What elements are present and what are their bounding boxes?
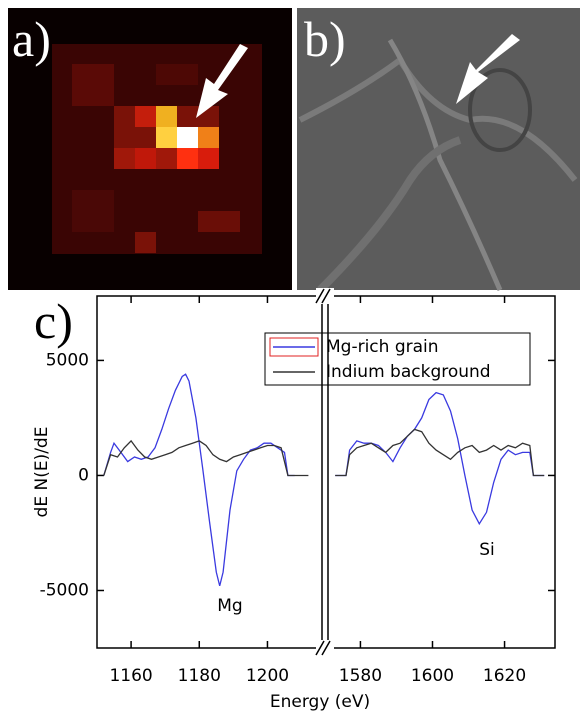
y-tick-label: 5000 xyxy=(46,350,89,370)
panel-label: b) xyxy=(304,11,346,67)
data-line xyxy=(103,373,295,587)
y-tick-label: -5000 xyxy=(40,580,89,600)
x-tick-label: 1200 xyxy=(246,666,289,686)
axes-frame xyxy=(327,295,556,649)
axis-break xyxy=(315,640,325,656)
y-axis-label: dE N(E)/dE xyxy=(32,427,52,518)
x-axis-label: Energy (eV) xyxy=(270,692,370,712)
axis-break-gap xyxy=(316,640,334,656)
data-line xyxy=(335,391,545,526)
sem-texture xyxy=(298,34,578,293)
heatmap xyxy=(52,44,262,254)
legend-swatch-frame xyxy=(269,337,319,357)
axes-frame xyxy=(96,295,323,649)
panel-label: c) xyxy=(34,293,73,349)
x-tick-label: 1580 xyxy=(339,666,382,686)
x-tick-label: 1620 xyxy=(483,666,526,686)
plot: 1160 1180 1200 5000 0 -5000 Mg dE N(E)/dE Energy… xyxy=(32,288,556,712)
legend-label: Indium background xyxy=(326,362,491,382)
legend-label: Mg-rich grain xyxy=(326,337,439,357)
axis-break xyxy=(321,288,331,304)
axis-break xyxy=(315,288,325,304)
axis-break xyxy=(321,640,331,656)
x-tick-label: 1180 xyxy=(178,666,221,686)
annotation: Mg xyxy=(217,596,242,616)
axis-break-gap xyxy=(316,288,334,304)
data-line xyxy=(103,439,309,477)
annotation: Si xyxy=(479,540,495,560)
x-tick-label: 1600 xyxy=(411,666,454,686)
panel-label: a) xyxy=(12,11,51,67)
legend-box xyxy=(264,332,531,386)
y-tick-label: 0 xyxy=(78,465,89,485)
x-tick-label: 1160 xyxy=(109,666,152,686)
data-line xyxy=(335,428,545,477)
